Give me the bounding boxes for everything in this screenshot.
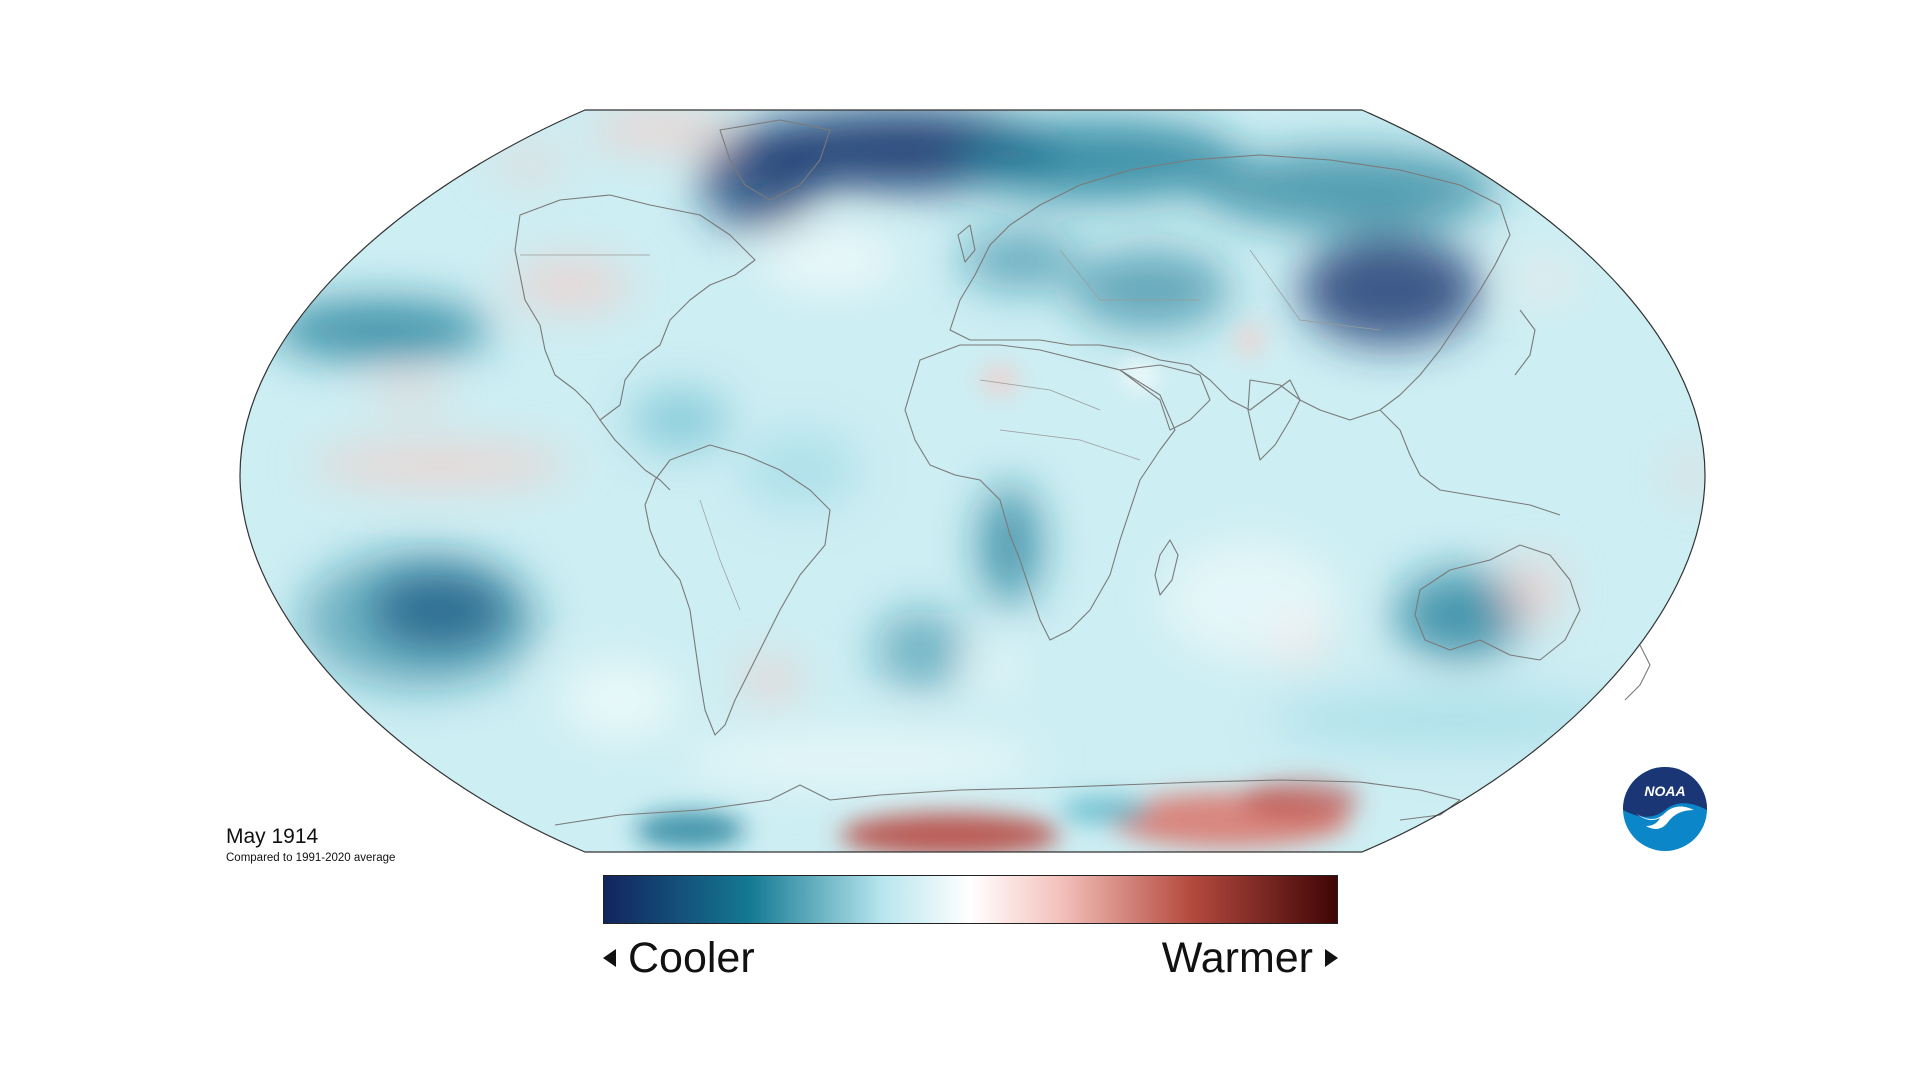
- seagull-icon: [1636, 806, 1694, 829]
- india-coast: [1247, 379, 1301, 461]
- arabia-coast: [1119, 364, 1211, 431]
- europe-asia-coast: [949, 154, 1511, 421]
- color-scale-bar: [603, 875, 1338, 924]
- map-frame: [239, 109, 1706, 853]
- new-zealand-coast: [1624, 644, 1651, 701]
- anomaly-field: [240, 110, 1705, 852]
- country-borders: [520, 249, 1381, 611]
- north-america-coast: [514, 194, 756, 421]
- madagascar-coast: [1154, 539, 1179, 596]
- map-title: May 1914: [226, 825, 319, 848]
- africa-coast: [904, 344, 1176, 641]
- central-america-coast: [599, 419, 671, 491]
- coastlines: [514, 119, 1651, 826]
- legend-warmer-label: Warmer: [1161, 933, 1313, 982]
- japan-coast: [1514, 309, 1536, 376]
- legend-cooler-label: Cooler: [628, 933, 755, 982]
- logo-text: NOAA: [1644, 783, 1685, 799]
- australia-coast: [1414, 544, 1581, 661]
- triangle-left-icon: [603, 949, 616, 967]
- legend-cooler: Cooler: [603, 930, 755, 986]
- map-subtitle: Compared to 1991-2020 average: [226, 852, 396, 864]
- legend-warmer: Warmer: [1162, 930, 1338, 986]
- noaa-logo-icon: NOAA: [1623, 767, 1707, 851]
- south-america-coast: [644, 444, 831, 736]
- triangle-right-icon: [1325, 949, 1338, 967]
- antarctica-coast: [554, 779, 1461, 826]
- greenland-coast: [719, 119, 831, 201]
- uk-coast: [957, 224, 976, 263]
- southeast-asia-coast: [1379, 409, 1561, 516]
